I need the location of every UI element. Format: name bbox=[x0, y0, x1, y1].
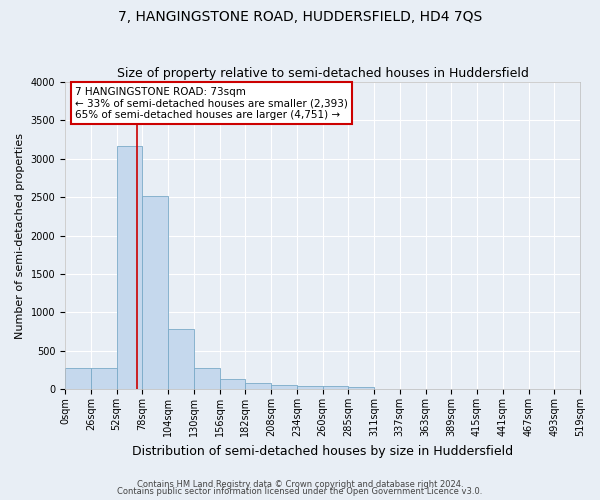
Bar bbox=[220, 379, 245, 389]
Bar bbox=[142, 196, 168, 389]
Text: 7 HANGINGSTONE ROAD: 73sqm
← 33% of semi-detached houses are smaller (2,393)
65%: 7 HANGINGSTONE ROAD: 73sqm ← 33% of semi… bbox=[76, 86, 348, 120]
Bar bbox=[194, 368, 220, 389]
Text: Contains HM Land Registry data © Crown copyright and database right 2024.: Contains HM Land Registry data © Crown c… bbox=[137, 480, 463, 489]
Bar bbox=[65, 368, 91, 389]
Bar bbox=[116, 146, 142, 389]
X-axis label: Distribution of semi-detached houses by size in Huddersfield: Distribution of semi-detached houses by … bbox=[132, 444, 513, 458]
Bar bbox=[323, 386, 348, 389]
Bar bbox=[348, 387, 374, 389]
Text: 7, HANGINGSTONE ROAD, HUDDERSFIELD, HD4 7QS: 7, HANGINGSTONE ROAD, HUDDERSFIELD, HD4 … bbox=[118, 10, 482, 24]
Bar bbox=[271, 385, 297, 389]
Bar bbox=[245, 383, 271, 389]
Bar bbox=[297, 386, 323, 389]
Title: Size of property relative to semi-detached houses in Huddersfield: Size of property relative to semi-detach… bbox=[116, 66, 529, 80]
Y-axis label: Number of semi-detached properties: Number of semi-detached properties bbox=[15, 132, 25, 338]
Text: Contains public sector information licensed under the Open Government Licence v3: Contains public sector information licen… bbox=[118, 487, 482, 496]
Bar bbox=[168, 330, 194, 389]
Bar bbox=[91, 368, 116, 389]
